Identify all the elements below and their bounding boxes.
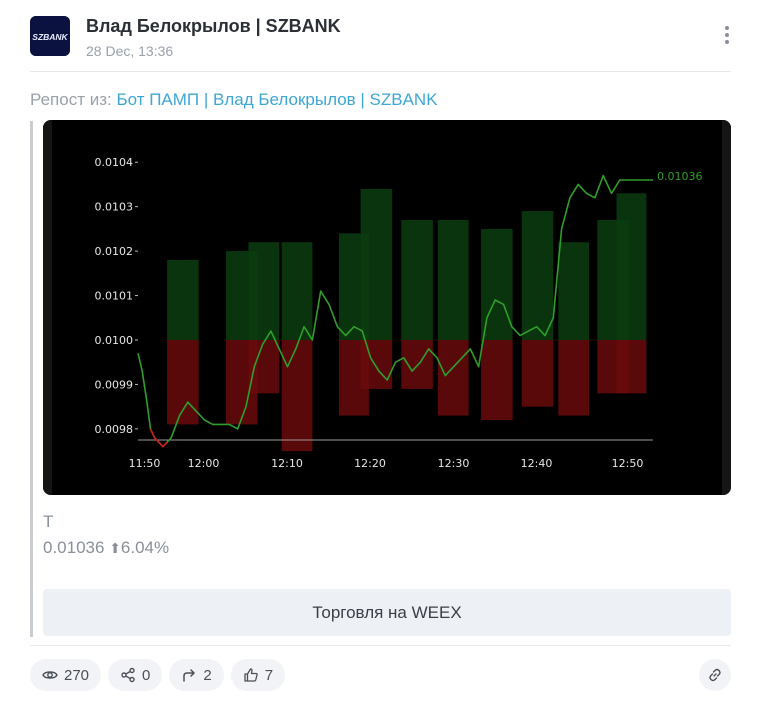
down-bar-12 — [616, 340, 647, 394]
down-bar-5 — [360, 340, 393, 389]
down-bar-7 — [437, 340, 469, 416]
price-value: 0.01036 — [43, 538, 105, 557]
views-count: 270 — [64, 666, 90, 684]
x-tick-label-5: 12:40 — [521, 457, 553, 470]
up-bar-5 — [360, 188, 393, 340]
chart-right-edge — [722, 120, 731, 495]
down-bar-10 — [558, 340, 590, 416]
y-tick-label-0: 0.0098 — [95, 423, 134, 436]
y-tick-label-6: 0.0104 — [95, 156, 134, 169]
down-bar-9 — [521, 340, 554, 407]
price-line-low-segment — [149, 428, 168, 448]
price-chart: 0.0098 0.0099 0.0100 0.0101 0.0102 0.0103 0.01… — [43, 120, 731, 495]
x-tick-label-4: 12:30 — [438, 457, 470, 470]
up-bar-2 — [248, 242, 280, 340]
up-bar-10 — [558, 242, 590, 340]
reposts-count: 2 — [203, 666, 212, 684]
y-tick-label-4: 0.0102 — [95, 245, 134, 258]
link-icon — [709, 668, 721, 682]
chart-left-edge — [43, 120, 52, 495]
last-price-label: 0.01036 — [657, 170, 703, 183]
y-tick-label-5: 0.0103 — [95, 201, 134, 214]
eye-icon — [42, 671, 58, 679]
x-tick-label-0: 11:50 — [129, 457, 161, 470]
up-arrow-icon: ⬆ — [109, 540, 121, 556]
ticker-symbol: T — [43, 512, 54, 531]
down-bar-2 — [248, 340, 280, 394]
likes-count: 7 — [264, 666, 274, 684]
repost-button[interactable]: 2 — [169, 659, 224, 691]
up-bar-9 — [521, 211, 554, 340]
repost-source-link[interactable]: Бот ПАМП | Влад Белокрылов | SZBANK — [116, 90, 438, 109]
avatar[interactable]: SZBANK — [30, 16, 70, 56]
price-line: 0.01036 ⬆6.04% — [43, 538, 169, 558]
share-icon — [121, 667, 135, 683]
down-bar-6 — [401, 340, 433, 389]
like-button[interactable]: 7 — [230, 659, 286, 691]
trade-weex-button[interactable]: Торговля на WEEX — [43, 589, 731, 636]
x-tick-label-6: 12:50 — [612, 457, 644, 470]
more-vertical-icon[interactable] — [723, 26, 731, 48]
x-tick-label-3: 12:20 — [354, 457, 386, 470]
post-stats: 270 0 2 7 — [30, 659, 286, 691]
forward-arrow-icon — [183, 669, 196, 682]
channel-name[interactable]: Влад Белокрылов | SZBANK — [86, 16, 341, 36]
repost-line: Репост из: Бот ПАМП | Влад Белокрылов | … — [30, 90, 438, 110]
price-change: 6.04% — [120, 538, 170, 557]
quote-bar — [30, 121, 33, 637]
y-tick-label-1: 0.0099 — [95, 378, 134, 391]
up-bar-3 — [281, 242, 313, 340]
share-button[interactable]: 0 — [108, 659, 163, 691]
y-tick-label-2: 0.0100 — [95, 334, 134, 347]
shares-count: 0 — [142, 666, 151, 684]
repost-prefix: Репост из: — [30, 90, 117, 109]
copy-link-button[interactable] — [699, 659, 731, 691]
post-date: 28 Dec, 13:36 — [86, 43, 174, 59]
views-pill: 270 — [30, 659, 102, 691]
post-header: SZBANK Влад Белокрылов | SZBANK 28 Dec, … — [30, 16, 731, 72]
thumbs-up-icon — [244, 668, 258, 682]
avatar-logo-text: SZBANK — [32, 32, 68, 42]
up-bar-7 — [437, 220, 469, 340]
up-bar-0 — [167, 260, 199, 340]
chart-svg: 0.0098 0.0099 0.0100 0.0101 0.0102 0.0103 0.01… — [43, 120, 731, 495]
down-bar-0 — [167, 340, 199, 425]
down-bar-3 — [281, 340, 313, 452]
x-tick-label-2: 12:10 — [271, 457, 303, 470]
down-bar-8 — [481, 340, 513, 420]
price-line-series — [137, 174, 653, 448]
footer-divider — [30, 645, 731, 646]
y-tick-label-3: 0.0101 — [95, 290, 134, 303]
x-tick-label-1: 12:00 — [188, 457, 220, 470]
up-bar-6 — [401, 220, 433, 340]
up-bar-12 — [616, 193, 647, 340]
